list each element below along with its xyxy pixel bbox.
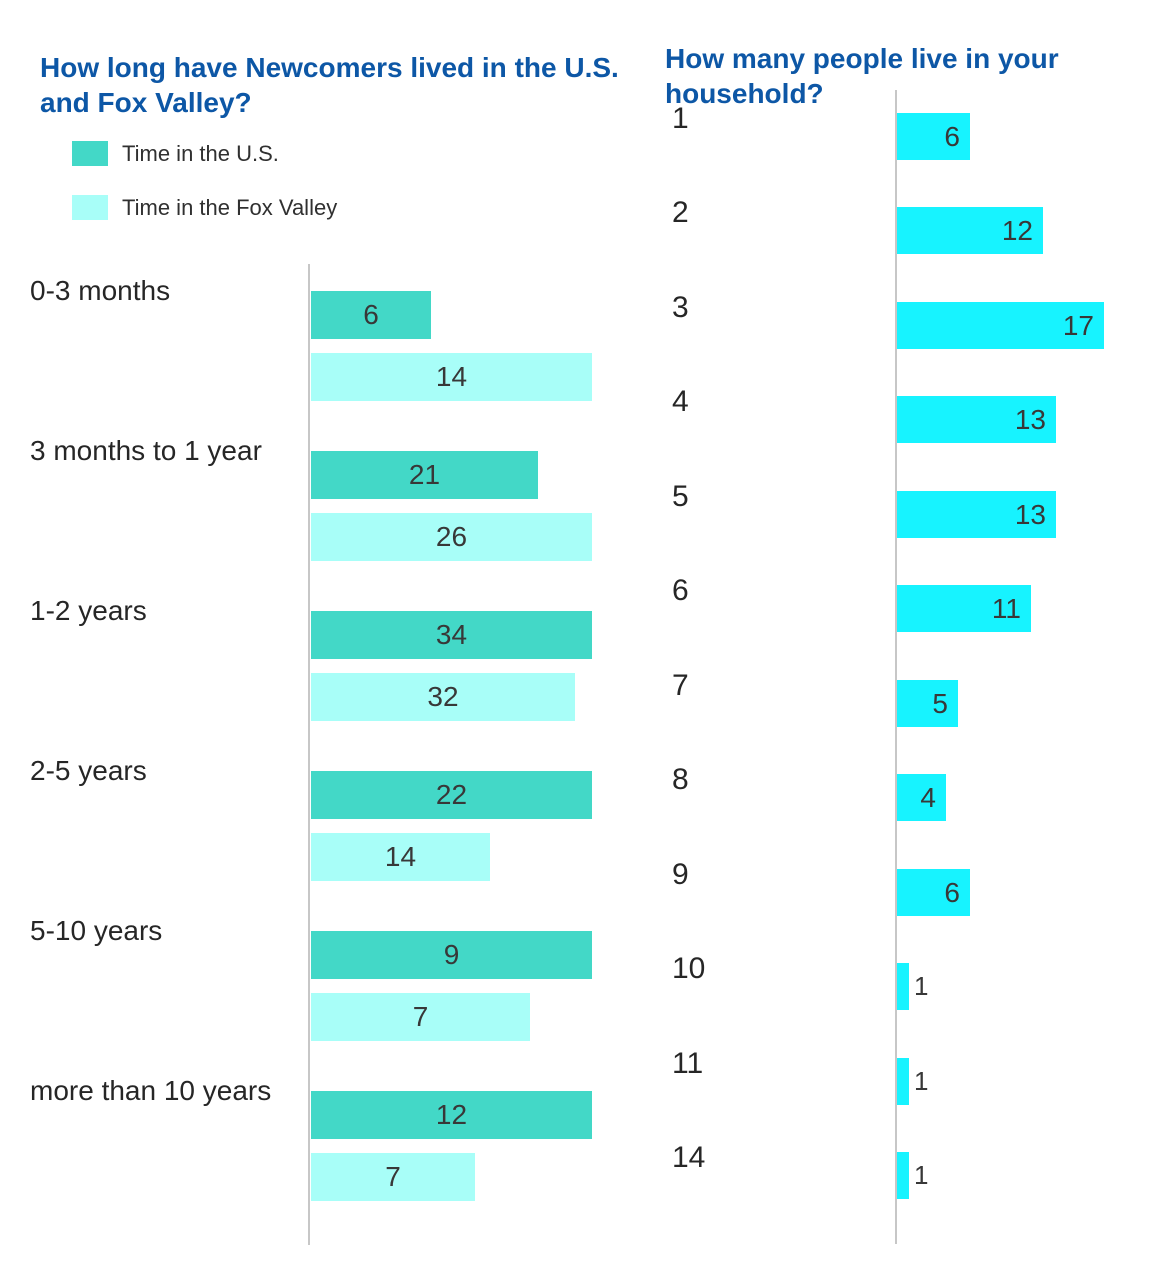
household-category-label: 11 — [672, 1047, 704, 1080]
bar-value-label: 7 — [385, 1161, 401, 1192]
tenure-category-label: more than 10 years — [30, 1075, 272, 1106]
time-in-fox-valley-bar: 14 — [311, 833, 490, 881]
tenure-title-line-1: How long have Newcomers lived in the U.S… — [40, 52, 619, 84]
household-value-label: 1 — [914, 971, 929, 1001]
household-bar — [897, 963, 909, 1010]
household-bar: 5 — [897, 680, 958, 727]
household-value-label: 1 — [914, 1066, 929, 1096]
household-value-label: 1 — [914, 1160, 929, 1190]
legend-item-us: Time in the U.S. — [72, 141, 279, 166]
household-category-label: 14 — [672, 1141, 706, 1174]
household-category-label: 8 — [672, 763, 689, 796]
household-bar — [897, 1058, 909, 1105]
legend-item-fox-valley: Time in the Fox Valley — [72, 195, 337, 220]
household-category-label: 4 — [672, 385, 689, 418]
bar-value-label: 6 — [363, 299, 379, 330]
time-in-us-bar: 12 — [311, 1091, 592, 1139]
time-in-fox-valley-bar: 7 — [311, 993, 530, 1041]
time-in-us-bar: 34 — [311, 611, 592, 659]
tenure-chart-title: How long have Newcomers lived in the U.S… — [40, 50, 619, 120]
bar-value-label: 14 — [384, 841, 417, 872]
household-category-label: 7 — [672, 669, 689, 702]
tenure-axis-line — [308, 264, 310, 1245]
time-in-us-bar: 21 — [311, 451, 538, 499]
time-in-us-bar: 6 — [311, 291, 431, 339]
legend-item-us-label: Time in the U.S. — [122, 140, 279, 166]
household-category-label: 9 — [672, 858, 689, 891]
tenure-title-line-2: and Fox Valley? — [40, 87, 252, 119]
tenure-category-label: 5-10 years — [30, 915, 163, 946]
bar-value-label: 7 — [412, 1001, 429, 1032]
tenure-category-label: 2-5 years — [30, 755, 147, 786]
tenure-category-label: 0-3 months — [30, 275, 171, 306]
bar-value-label: 14 — [435, 361, 468, 392]
time-in-fox-valley-bar: 7 — [311, 1153, 475, 1201]
bar-value-label: 5 — [932, 687, 948, 719]
time-in-fox-valley-bar: 14 — [311, 353, 592, 401]
fox-valley-series-swatch — [72, 195, 108, 220]
household-bar: 6 — [897, 113, 970, 160]
bar-value-label: 11 — [991, 592, 1021, 624]
bar-value-label: 13 — [1014, 403, 1046, 435]
us-series-swatch — [72, 141, 108, 166]
household-category-label: 1 — [672, 102, 689, 135]
household-bar: 13 — [897, 491, 1056, 538]
time-in-fox-valley-bar: 26 — [311, 513, 592, 561]
household-category-label: 2 — [672, 196, 689, 229]
household-bar: 4 — [897, 774, 946, 821]
tenure-category-label: 1-2 years — [30, 595, 147, 626]
household-bar: 12 — [897, 207, 1043, 254]
bar-value-label: 22 — [435, 779, 468, 810]
bar-value-label: 9 — [443, 939, 460, 970]
bar-value-label: 12 — [435, 1099, 468, 1130]
bar-value-label: 6 — [944, 876, 960, 908]
time-in-fox-valley-bar: 32 — [311, 673, 575, 721]
time-in-us-bar: 9 — [311, 931, 592, 979]
bar-value-label: 4 — [920, 781, 936, 813]
household-chart-title: How many people live in your household? — [665, 41, 1059, 111]
bar-value-label: 21 — [408, 459, 441, 490]
household-bar — [897, 1152, 909, 1199]
bar-value-label: 17 — [1062, 309, 1094, 341]
legend-item-fox-valley-label: Time in the Fox Valley — [122, 194, 338, 220]
bar-value-label: 34 — [435, 619, 468, 650]
household-title-line-2: household? — [665, 78, 824, 110]
bar-value-label: 12 — [1001, 214, 1033, 246]
time-in-us-bar: 22 — [311, 771, 592, 819]
household-bar: 13 — [897, 396, 1056, 443]
household-category-label: 6 — [672, 574, 689, 607]
tenure-category-label: 3 months to 1 year — [30, 435, 262, 466]
household-bar: 11 — [897, 585, 1031, 632]
household-axis-line — [895, 90, 897, 1244]
household-category-label: 10 — [672, 952, 706, 985]
bar-value-label: 13 — [1014, 498, 1046, 530]
bar-value-label: 32 — [427, 681, 459, 712]
household-title-line-1: How many people live in your — [665, 43, 1059, 75]
household-bar: 17 — [897, 302, 1104, 349]
household-category-label: 5 — [672, 480, 689, 513]
household-category-label: 3 — [672, 291, 689, 324]
household-bar: 6 — [897, 869, 970, 916]
bar-value-label: 6 — [944, 120, 960, 152]
bar-value-label: 26 — [435, 521, 468, 552]
